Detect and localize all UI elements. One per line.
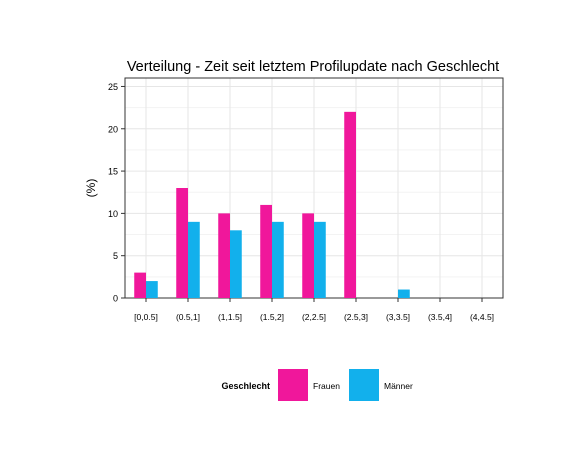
legend: Geschlecht Frauen Männer <box>221 369 413 401</box>
y-tick-label: 5 <box>113 251 118 261</box>
y-tick-label: 10 <box>108 209 118 219</box>
y-axis-label: (%) <box>84 179 98 198</box>
x-tick-label: (3.5,4] <box>428 312 452 322</box>
y-axis: 0 5 10 15 20 25 <box>108 82 125 304</box>
x-tick-label: (1.5,2] <box>260 312 284 322</box>
bar-frauen <box>260 204 272 298</box>
bar-maenner <box>188 221 200 298</box>
bar-frauen <box>176 188 188 298</box>
bar-frauen <box>218 213 230 298</box>
x-tick-label: [0,0.5] <box>134 312 158 322</box>
legend-key-frauen <box>278 369 308 401</box>
x-axis: [0,0.5] (0.5,1] (1,1.5] (1.5,2] (2,2.5] (2.5,… <box>134 298 494 322</box>
x-tick-label: (3,3.5] <box>386 312 410 322</box>
x-tick-label: (1,1.5] <box>218 312 242 322</box>
bar-maenner <box>398 289 410 298</box>
bar-frauen <box>344 111 356 298</box>
bar-maenner <box>230 230 242 298</box>
y-tick-label: 15 <box>108 167 118 177</box>
y-tick-label: 0 <box>113 294 118 304</box>
chart-title: Verteilung - Zeit seit letztem Profilupd… <box>127 59 499 75</box>
bars <box>134 111 410 298</box>
bar-maenner <box>146 281 158 298</box>
bar-frauen <box>134 272 146 298</box>
legend-label-frauen: Frauen <box>313 381 340 391</box>
bar-frauen <box>302 213 314 298</box>
x-tick-label: (0.5,1] <box>176 312 200 322</box>
legend-title: Geschlecht <box>221 381 270 391</box>
y-tick-label: 20 <box>108 124 118 134</box>
bar-maenner <box>272 221 284 298</box>
x-tick-label: (2.5,3] <box>344 312 368 322</box>
bar-maenner <box>314 221 326 298</box>
legend-label-maenner: Männer <box>384 381 413 391</box>
y-tick-label: 25 <box>108 82 118 92</box>
x-tick-label: (4,4.5] <box>470 312 494 322</box>
legend-key-maenner <box>349 369 379 401</box>
x-tick-label: (2,2.5] <box>302 312 326 322</box>
